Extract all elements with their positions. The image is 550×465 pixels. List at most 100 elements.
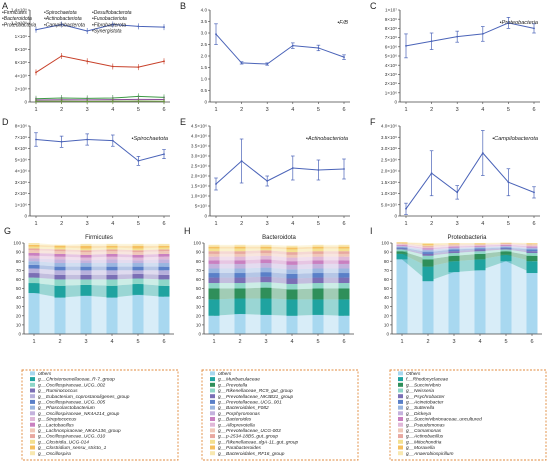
data-point (266, 180, 269, 182)
stacked-bar-segment (158, 270, 170, 275)
stacked-bar-segment (234, 248, 246, 252)
y-tick-label: 6×10⁶ (15, 146, 27, 151)
data-point (163, 100, 165, 103)
y-tick-label: 40 (384, 295, 390, 300)
y-tick-label: 3.0 (201, 31, 208, 36)
stacked-bar-segment (234, 253, 246, 257)
area-ribbon (214, 313, 344, 334)
stacked-bar-segment (208, 273, 220, 278)
area-ribbon (34, 248, 164, 253)
stacked-bar-segment (526, 247, 538, 249)
stacked-bar-segment (422, 266, 434, 282)
stacked-bar-segment (286, 254, 298, 258)
stacked-bar-segment (422, 249, 434, 251)
data-point (430, 172, 433, 175)
y-tick-label: 3.0×10⁶ (191, 154, 207, 159)
stacked-bar-segment (260, 267, 272, 273)
data-point (507, 21, 510, 24)
x-tick-label: 2 (238, 339, 241, 345)
area-ribbon (402, 246, 532, 253)
legend-item: •Proteobacteria (2, 22, 37, 28)
legend-swatch (210, 434, 215, 439)
stacked-bar-segment (422, 252, 434, 254)
y-tick-label: 1×10⁹ (15, 34, 27, 39)
x-tick-label: 4 (290, 339, 293, 345)
stacked-bar-segment (448, 249, 460, 252)
stacked-bar-segment (474, 253, 486, 260)
x-tick-label: 6 (530, 339, 533, 345)
y-tick-label: 0 (394, 214, 397, 219)
x-tick-label: 6 (532, 107, 535, 113)
area-ribbon (214, 282, 344, 290)
y-tick-label: 5.0×10⁵ (381, 202, 397, 207)
stacked-bar-segment (526, 249, 538, 252)
stacked-bar-segment (208, 277, 220, 284)
area-ribbon (34, 255, 164, 261)
y-tick-label: 0 (386, 332, 389, 337)
data-point (343, 56, 345, 59)
area-ribbon (34, 264, 164, 271)
y-tick-label: 3.5×10⁶ (381, 135, 397, 140)
y-tick-label: 4.0×10⁶ (191, 134, 207, 139)
y-tick-label: 80 (16, 259, 22, 264)
stacked-bar-segment (80, 243, 92, 246)
stacked-bar-segment (80, 254, 92, 258)
stacked-bar-segment (80, 252, 92, 255)
stacked-bar-segment (54, 244, 66, 246)
chart-panel-c: C 0 1×10⁶ 2×10⁶ 3×10⁶ 4×10⁶ 5×10⁶ 6×10⁶ 7×10⁶ 8×1… (370, 1, 540, 113)
stacked-bar-segment (474, 251, 486, 254)
y-tick-label: 10 (384, 323, 390, 328)
series-label-text: Campilobacterota (494, 136, 538, 142)
series-label: •Spirochaetota (132, 136, 169, 142)
data-point (60, 140, 63, 143)
area-ribbon (34, 293, 164, 334)
legend-item: g__Rikenellaceae_dgA-11_gut_group (218, 439, 299, 445)
stacked-bar-segment (208, 283, 220, 289)
stacked-bar-segment (54, 263, 66, 267)
stacked-bar-segment (80, 260, 92, 264)
y-tick-label: 2.5×10⁶ (191, 164, 207, 169)
legend-swatch (210, 428, 215, 433)
y-tick-label: 2.0×10⁶ (191, 174, 207, 179)
legend-swatch (30, 428, 35, 433)
data-point (137, 66, 140, 69)
y-tick-label: 100 (381, 241, 389, 246)
legend-swatch (30, 439, 35, 444)
legend-swatch (30, 377, 35, 382)
stacked-bar-segment (106, 285, 118, 298)
y-tick-label: 5×10⁵ (195, 204, 207, 209)
y-tick-label: 2.5×10⁶ (381, 157, 397, 162)
legend-item: g__Phascolarctobacterium (38, 405, 95, 411)
stacked-bar-segment (286, 252, 298, 255)
y-tick-label: 2×10⁶ (15, 191, 27, 196)
x-tick-label: 4 (111, 107, 114, 113)
x-tick-label: 4 (111, 221, 114, 227)
stacked-bar-segment (338, 288, 350, 300)
stacked-bar-segment (422, 246, 434, 248)
legend-item: g__Bacteroides (218, 417, 252, 423)
legend-item: g__Streptococcus (38, 417, 77, 423)
y-tick-label: 30 (196, 304, 202, 309)
stacked-bar-segment (286, 269, 298, 274)
data-point (86, 138, 89, 141)
stacked-bar-segment (448, 248, 460, 250)
y-tick-label: 60 (384, 277, 390, 282)
stacked-bar-segment (54, 259, 66, 264)
stacked-bar-segment (54, 266, 66, 271)
x-tick-label: 2 (430, 107, 433, 113)
stacked-bar-segment (474, 247, 486, 249)
legend-item: g__Oscillospira (38, 451, 71, 457)
stacked-bar-segment (312, 248, 324, 252)
stacked-bar-segment (158, 259, 170, 264)
y-tick-label: 5×10⁶ (385, 54, 397, 59)
stacked-bar-segment (54, 270, 66, 275)
y-tick-label: 1.4×10⁹ (11, 8, 27, 13)
y-tick-label: 8×10⁶ (15, 124, 27, 129)
x-tick-label: 6 (532, 221, 535, 227)
area-ribbon (214, 263, 344, 270)
legend-item: g__Oscillospiraceae_NK4A214_group (38, 411, 120, 417)
legend-swatch (30, 382, 35, 387)
data-point (163, 60, 165, 63)
y-tick-label: 60 (196, 277, 202, 282)
data-point (111, 65, 114, 68)
